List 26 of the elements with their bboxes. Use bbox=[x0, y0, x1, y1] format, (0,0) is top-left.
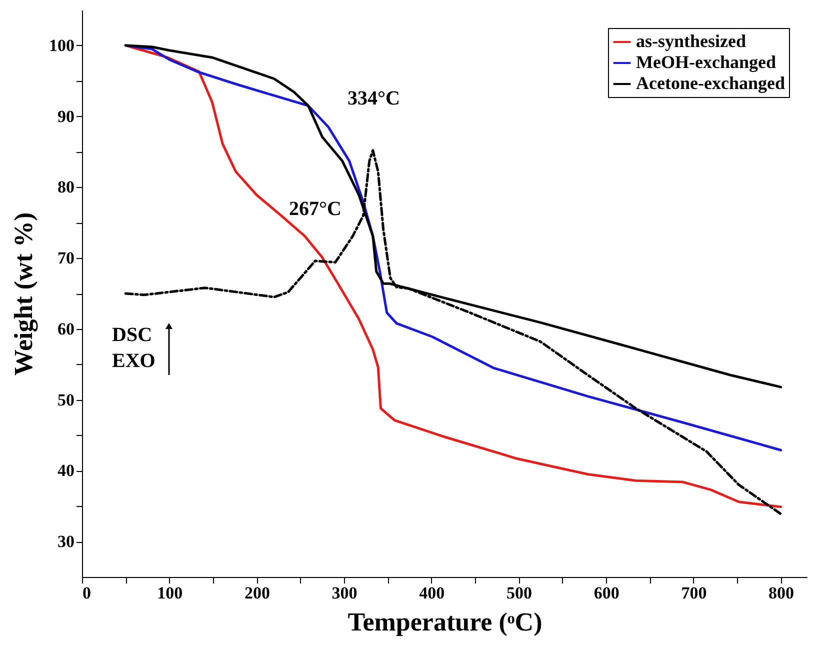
y-tick-label: 100 bbox=[49, 36, 74, 55]
annotation: EXO bbox=[112, 350, 156, 372]
annotation: 334°C bbox=[348, 87, 400, 110]
x-axis-title: Temperature (ᵒC) bbox=[348, 608, 542, 636]
legend-label: MeOH-exchanged bbox=[636, 52, 776, 72]
legend-label: Acetone-exchanged bbox=[636, 73, 785, 93]
annotation: 267°C bbox=[288, 198, 342, 220]
y-tick-label: 60 bbox=[58, 319, 74, 338]
y-tick-label: 40 bbox=[58, 461, 74, 480]
x-tick-label: 700 bbox=[681, 584, 707, 602]
x-tick-label: 800 bbox=[768, 584, 794, 602]
x-tick-label: 0 bbox=[82, 584, 91, 602]
annotation: DSC bbox=[112, 324, 152, 346]
y-tick-label: 70 bbox=[58, 248, 74, 268]
x-tick-label: 400 bbox=[419, 584, 445, 602]
x-tick-label: 500 bbox=[506, 584, 532, 602]
x-tick-label: 300 bbox=[332, 584, 358, 602]
legend-label: as-synthesized bbox=[636, 31, 746, 51]
y-tick-label: 50 bbox=[58, 390, 74, 410]
y-tick-label: 30 bbox=[58, 532, 74, 552]
y-tick-label: 80 bbox=[58, 178, 74, 197]
x-tick-label: 200 bbox=[244, 584, 270, 602]
x-tick-label: 600 bbox=[594, 584, 620, 602]
y-axis-title: Weight (wt %) bbox=[9, 212, 38, 376]
x-tick-label: 100 bbox=[157, 584, 183, 602]
y-tick-label: 90 bbox=[58, 106, 74, 126]
